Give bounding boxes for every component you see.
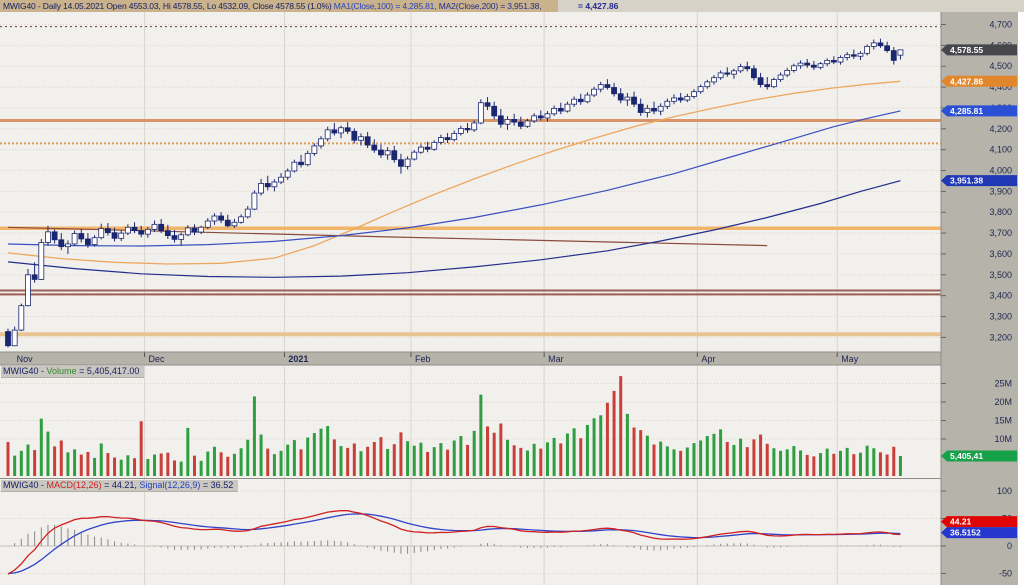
macd-header-symbol: MWIG40 - [3, 480, 45, 490]
price-tick-label: 3,700 [989, 228, 1012, 238]
price-tick-label: 4,100 [989, 145, 1012, 155]
volume-header-value: = 5,405,417.00 [79, 366, 140, 376]
price-tick-label: 3,400 [989, 291, 1012, 301]
volume-pane-header: MWIG40 - Volume = 5,405,417.00 [1, 366, 145, 378]
volume-tick-label: 15M [994, 416, 1012, 426]
price-tick-label: 4,500 [989, 61, 1012, 71]
svg-text:36.5152: 36.5152 [950, 528, 981, 538]
month-label: Nov [17, 354, 34, 364]
chart-canvas[interactable]: NovDec2021FebMarAprMay4,7004,6004,5004,4… [0, 12, 1024, 585]
svg-text:44.21: 44.21 [950, 517, 972, 527]
price-tick-label: 3,800 [989, 207, 1012, 217]
ma3-value: = 4,427.86 [578, 1, 619, 11]
svg-text:5,405,41: 5,405,41 [950, 451, 983, 461]
ma100-tag: 4,285.81 [941, 105, 1017, 117]
month-label: 2021 [288, 354, 308, 364]
volume-grid [0, 383, 941, 440]
quote-summary: MWIG40 - Daily 14.05.2021 Open 4553.03, … [0, 0, 558, 12]
signal-value-tag: 36.5152 [941, 527, 1017, 539]
ma200-tag: 3,951.38 [941, 175, 1017, 187]
ma1-label: MA1(Close,100) [333, 1, 394, 11]
svg-text:4,578.55: 4,578.55 [950, 45, 983, 55]
price-tick-label: 4,400 [989, 82, 1012, 92]
price-tick-label: 3,500 [989, 270, 1012, 280]
volume-header-indicator: Volume [46, 366, 77, 376]
month-label: Apr [701, 354, 715, 364]
price-tick-label: 3,900 [989, 186, 1012, 196]
month-label: May [841, 354, 859, 364]
price-tick-label: 3,600 [989, 249, 1012, 259]
ma-fast-orange-line [7, 80, 901, 265]
svg-text:3,951.38: 3,951.38 [950, 176, 983, 186]
price-tick-label: 3,200 [989, 332, 1012, 342]
volume-tick-label: 25M [994, 379, 1012, 389]
month-label: Feb [415, 354, 431, 364]
macd-pane[interactable] [0, 479, 941, 585]
macd-tick-label: 0 [1007, 541, 1012, 551]
month-label: Dec [149, 354, 166, 364]
macd-histogram [7, 524, 901, 554]
volume-tick-label: 20M [994, 397, 1012, 407]
volume-axis-labels: 25M 20M 15M 10M [941, 379, 1012, 444]
volume-tick-label: 10M [994, 434, 1012, 444]
signal-header-indicator: Signal(12,26,9) [139, 480, 201, 490]
signal-header-value: = 36.52 [202, 480, 234, 490]
month-gridlines: Nov Dec 2021 Feb Mar Apr May [17, 12, 859, 585]
macd-header-value: = 44.21, [104, 480, 137, 490]
volume-bars [6, 376, 902, 476]
svg-text:4,285.81: 4,285.81 [950, 106, 983, 116]
svg-text:4,427.86: 4,427.86 [950, 76, 983, 86]
ma1-value: = 4,285.81, [395, 1, 437, 11]
macd-header-indicator: MACD(12,26) [46, 480, 102, 490]
time-axis[interactable] [0, 352, 941, 365]
macd-value-tag: 44.21 [941, 516, 1017, 528]
volume-header-symbol: MWIG40 - [3, 366, 45, 376]
macd-signal-line [7, 513, 901, 575]
price-tick-label: 4,200 [989, 124, 1012, 134]
macd-pane-header: MWIG40 - MACD(12,26) = 44.21, Signal(12,… [1, 480, 239, 492]
macd-tick-label: -50 [999, 569, 1012, 579]
price-tick-label: 3,300 [989, 312, 1012, 322]
price-tick-label: 4,700 [989, 20, 1012, 30]
candlesticks [5, 38, 904, 348]
ma2-value: = 3,951.38, [500, 1, 542, 11]
ma-fast-tag: 4,427.86 [941, 75, 1017, 87]
price-tick-label: 4,000 [989, 166, 1012, 176]
right-edge-strip [1018, 12, 1024, 585]
volume-value-tag: 5,405,41 [941, 450, 1017, 462]
quote-text: MWIG40 - Daily 14.05.2021 Open 4553.03, … [3, 1, 332, 11]
support-resistance-lines [0, 26, 941, 337]
macd-line [7, 509, 901, 575]
title-bar: MWIG40 - Daily 14.05.2021 Open 4553.03, … [0, 0, 1024, 12]
ma200-line [7, 180, 901, 278]
month-label: Mar [548, 354, 564, 364]
last-price-tag: 4,578.55 [941, 44, 1017, 56]
ma100-line [7, 110, 901, 247]
ma2-label: MA2(Close,200) [438, 1, 499, 11]
macd-tick-label: 100 [997, 486, 1012, 496]
